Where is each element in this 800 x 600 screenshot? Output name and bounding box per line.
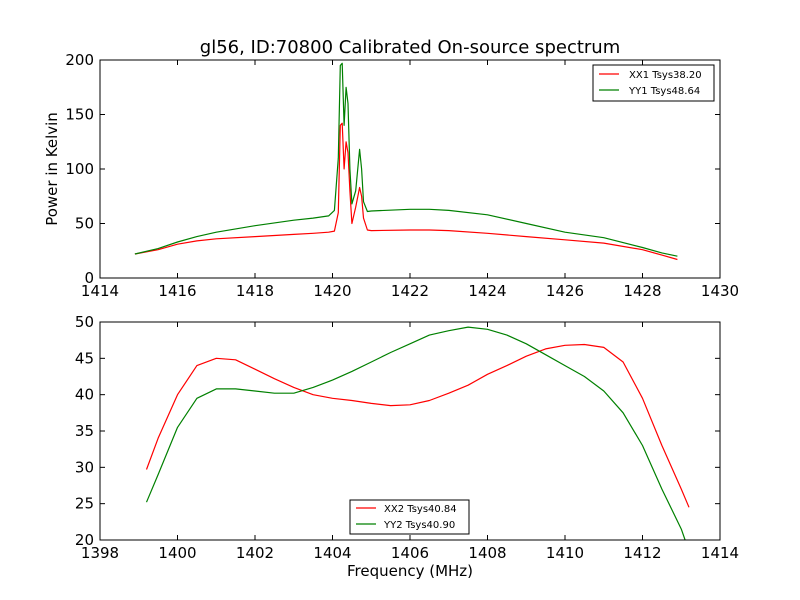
y-tick-label: 35 bbox=[75, 422, 94, 440]
y-axis-label: Power in Kelvin bbox=[43, 112, 61, 226]
tick-group: 1414 1416 1418 1420 1422 1424 1426 1428 1430 0 50 1… bbox=[65, 51, 739, 300]
y-tick-label: 20 bbox=[75, 531, 94, 549]
y-tick-label: 50 bbox=[75, 215, 94, 233]
x-tick-label: 1402 bbox=[236, 544, 274, 562]
x-tick-label: 1404 bbox=[313, 544, 351, 562]
plot-frame bbox=[99, 321, 721, 541]
x-tick-label: 1428 bbox=[623, 282, 661, 300]
x-tick-label: 1412 bbox=[623, 544, 661, 562]
x-tick-label: 1398 bbox=[81, 544, 119, 562]
x-tick-label: 1426 bbox=[546, 282, 584, 300]
top-spectrum-chart: gl56, ID:70800 Calibrated On-source spec… bbox=[43, 37, 739, 300]
x-tick-label: 1430 bbox=[701, 282, 739, 300]
series-line-yy bbox=[134, 62, 678, 257]
x-tick-label: 1420 bbox=[313, 282, 351, 300]
x-tick-label: 1406 bbox=[391, 544, 429, 562]
legend-label-yy1: YY1 Tsys48.64 bbox=[628, 86, 700, 97]
series-lines bbox=[134, 62, 678, 261]
legend-box bbox=[349, 499, 470, 535]
series-line-yy bbox=[145, 326, 686, 541]
y-tick-label: 150 bbox=[65, 106, 94, 124]
x-tick-label: 1422 bbox=[391, 282, 429, 300]
x-tick-label: 1410 bbox=[546, 544, 584, 562]
legend-label-xx2: XX2 Tsys40.84 bbox=[384, 504, 457, 515]
plot-frame bbox=[99, 59, 721, 279]
x-tick-label: 1408 bbox=[468, 544, 506, 562]
x-tick-label: 1418 bbox=[236, 282, 274, 300]
legend: XX2 Tsys40.84 YY2 Tsys40.90 bbox=[349, 499, 470, 535]
y-tick-label: 50 bbox=[75, 313, 94, 331]
y-tick-label: 25 bbox=[75, 495, 94, 513]
series-lines bbox=[145, 326, 690, 541]
x-tick-label: 1414 bbox=[701, 544, 739, 562]
series-line-xx bbox=[145, 343, 690, 508]
legend: XX1 Tsys38.20 YY1 Tsys48.64 bbox=[592, 64, 715, 102]
y-tick-label: 40 bbox=[75, 386, 94, 404]
y-tick-label: 100 bbox=[65, 160, 94, 178]
chart-title: gl56, ID:70800 Calibrated On-source spec… bbox=[200, 37, 620, 58]
y-tick-label: 200 bbox=[65, 51, 94, 69]
x-axis-label: Frequency (MHz) bbox=[347, 562, 473, 580]
x-tick-label: 1416 bbox=[158, 282, 196, 300]
legend-label-yy2: YY2 Tsys40.90 bbox=[383, 520, 455, 531]
bottom-spectrum-chart: Frequency (MHz) 1398 1400 1402 1404 1406 1408… bbox=[75, 313, 739, 580]
x-tick-label: 1414 bbox=[81, 282, 119, 300]
legend-label-xx1: XX1 Tsys38.20 bbox=[629, 70, 702, 81]
y-tick-label: 30 bbox=[75, 458, 94, 476]
series-line-xx bbox=[134, 122, 678, 261]
legend-box bbox=[592, 64, 715, 102]
y-tick-label: 0 bbox=[84, 269, 94, 287]
x-tick-label: 1424 bbox=[468, 282, 506, 300]
x-tick-label: 1400 bbox=[158, 544, 196, 562]
y-tick-label: 45 bbox=[75, 349, 94, 367]
tick-group: 1398 1400 1402 1404 1406 1408 1410 1412 1414 20 25… bbox=[75, 313, 739, 562]
